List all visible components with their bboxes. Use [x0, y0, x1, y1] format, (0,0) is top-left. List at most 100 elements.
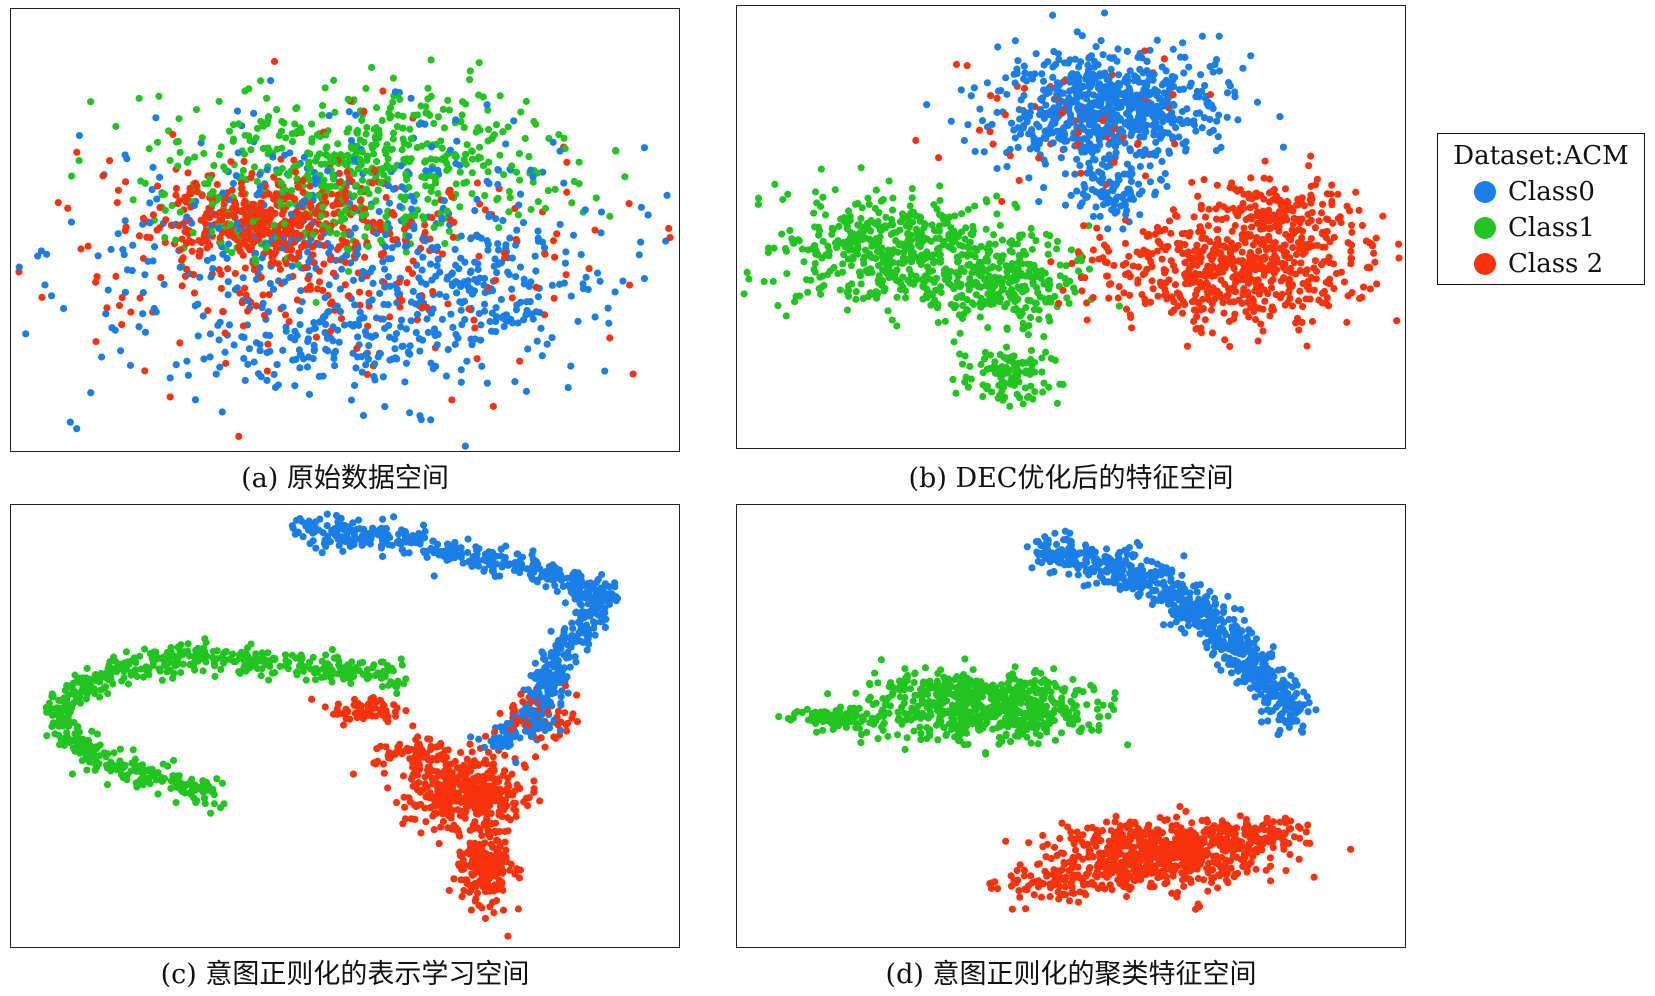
- data-point-class2: [1140, 246, 1148, 254]
- data-point-class1: [810, 242, 819, 250]
- data-point-class1: [445, 106, 454, 114]
- data-point-class1: [175, 115, 183, 123]
- data-point-class2: [1260, 195, 1268, 203]
- data-point-class0: [457, 366, 465, 374]
- data-point-class2: [1247, 223, 1256, 231]
- data-point-class0: [988, 120, 996, 129]
- data-point-class2: [1183, 249, 1191, 257]
- data-point-class2: [1358, 221, 1366, 230]
- data-point-class0: [413, 310, 422, 319]
- data-point-class1: [402, 213, 410, 221]
- data-point-class2: [1329, 260, 1338, 268]
- data-point-class0: [488, 309, 496, 317]
- data-point-class1: [516, 176, 524, 184]
- data-point-class2: [369, 218, 377, 226]
- data-point-class1: [783, 270, 791, 278]
- data-point-class0: [581, 206, 589, 214]
- data-point-class1: [1063, 294, 1071, 302]
- data-point-class2: [1355, 206, 1363, 214]
- data-point-class2: [1281, 241, 1289, 249]
- data-point-class2: [73, 148, 81, 156]
- data-point-class0: [329, 337, 337, 345]
- data-point-class0: [1048, 11, 1057, 19]
- data-point-class1: [908, 184, 916, 193]
- data-point-class2: [1047, 258, 1055, 266]
- data-point-class0: [504, 268, 512, 276]
- data-point-class2: [190, 289, 199, 297]
- data-point-class1: [386, 164, 394, 172]
- data-point-class1: [843, 306, 851, 314]
- data-point-class0: [223, 254, 231, 262]
- data-point-class0: [421, 237, 430, 245]
- data-point-class1: [337, 209, 345, 217]
- data-point-class0: [427, 416, 435, 424]
- data-point-class0: [1153, 36, 1161, 44]
- data-point-class1: [884, 307, 892, 315]
- data-point-class1: [995, 264, 1003, 272]
- data-point-class0: [212, 370, 220, 378]
- data-point-class0: [502, 140, 510, 148]
- data-point-class1: [1066, 277, 1074, 285]
- data-point-class2: [238, 207, 246, 215]
- data-point-class2: [1368, 242, 1377, 250]
- data-point-class2: [1334, 190, 1342, 198]
- data-point-class1: [1023, 393, 1032, 402]
- data-point-class2: [1206, 252, 1214, 260]
- data-point-class2: [1307, 216, 1315, 225]
- data-point-class0: [1153, 91, 1161, 100]
- data-point-class1: [174, 137, 182, 146]
- data-point-class0: [452, 159, 460, 168]
- data-point-class0: [426, 260, 435, 268]
- data-point-class2: [217, 284, 225, 293]
- data-point-class2: [666, 233, 674, 242]
- data-point-class1: [308, 120, 316, 128]
- data-point-class1: [263, 94, 271, 102]
- scatter-panel-c: [10, 504, 680, 948]
- data-point-class2: [259, 291, 267, 299]
- data-point-class0: [406, 409, 414, 417]
- data-point-class2: [1220, 309, 1228, 317]
- data-point-class2: [1352, 188, 1360, 196]
- data-point-class0: [1122, 109, 1131, 118]
- data-point-class0: [1085, 120, 1094, 129]
- data-point-class0: [183, 213, 191, 221]
- data-point-class1: [410, 111, 418, 119]
- data-point-class0: [338, 265, 346, 273]
- data-point-class2: [1199, 305, 1208, 313]
- data-point-class2: [156, 203, 164, 212]
- data-point-class0: [397, 323, 405, 331]
- data-point-class0: [264, 308, 273, 316]
- data-point-class1: [402, 248, 410, 256]
- data-point-class2: [292, 168, 300, 176]
- data-point-class2: [267, 259, 275, 268]
- data-point-class1: [337, 217, 345, 225]
- data-point-class1: [430, 119, 438, 128]
- data-point-class0: [1095, 168, 1103, 176]
- data-point-class2: [291, 255, 300, 263]
- data-point-class2: [156, 224, 164, 232]
- data-point-class1: [811, 223, 819, 231]
- data-point-class1: [398, 661, 406, 669]
- data-point-class1: [879, 196, 887, 204]
- data-point-class2: [368, 179, 376, 187]
- data-point-class0: [474, 265, 482, 274]
- data-point-class2: [221, 329, 229, 337]
- data-point-class2: [1313, 175, 1321, 183]
- data-point-class0: [1169, 45, 1177, 53]
- data-point-class1: [362, 185, 371, 193]
- data-point-class1: [854, 200, 862, 208]
- data-point-class2: [1255, 247, 1263, 255]
- data-point-class0: [402, 325, 410, 333]
- data-point-class1: [344, 95, 352, 103]
- data-point-class0: [433, 341, 441, 349]
- data-point-class0: [139, 289, 147, 297]
- data-point-class1: [369, 150, 378, 158]
- data-point-class0: [529, 173, 537, 181]
- data-point-class2: [276, 230, 284, 238]
- data-point-class1: [1024, 331, 1032, 339]
- data-point-class1: [889, 206, 897, 214]
- data-point-class1: [1025, 321, 1033, 330]
- data-point-class1: [910, 280, 918, 288]
- data-point-class0: [216, 363, 224, 371]
- data-point-class2: [1213, 226, 1221, 234]
